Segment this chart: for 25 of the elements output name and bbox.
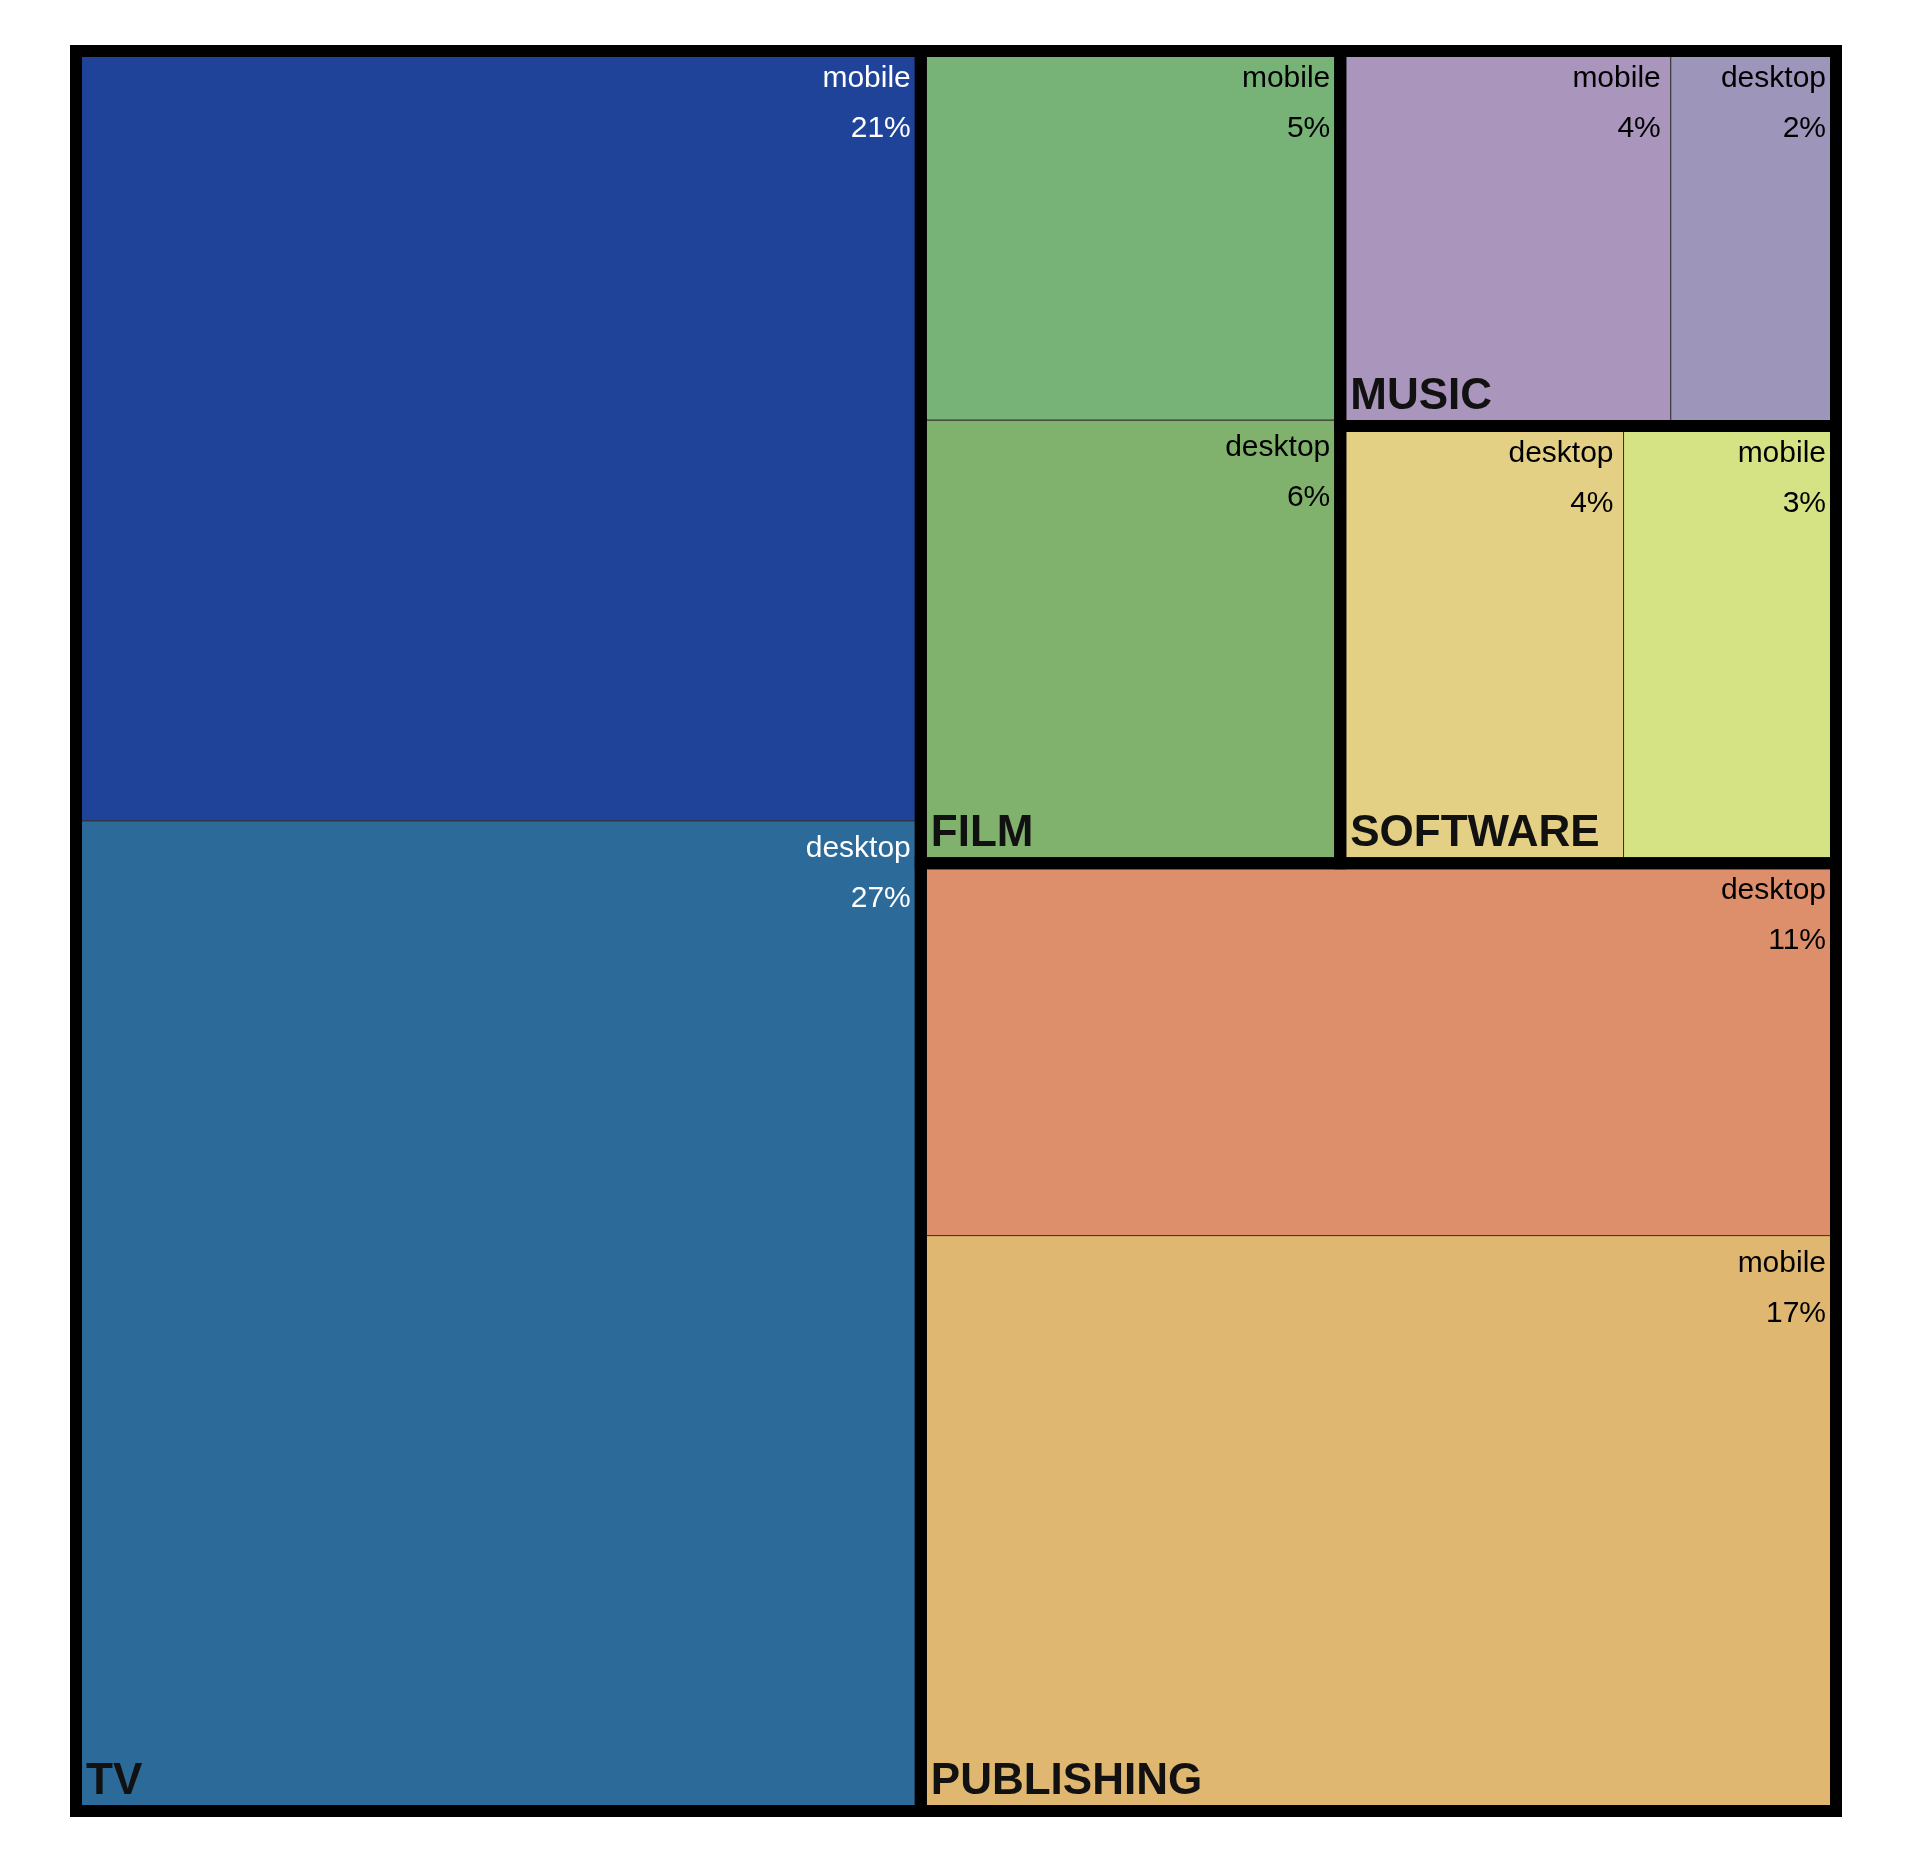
category-label: mobile — [1241, 60, 1331, 93]
category-label: desktop — [1720, 872, 1826, 906]
data-label: 5% — [1286, 110, 1331, 143]
series-label: PUBLISHING — [930, 1754, 1203, 1803]
data-label: 3% — [1782, 484, 1826, 518]
category-label: desktop — [1508, 434, 1614, 468]
series-label: MUSIC — [1350, 368, 1493, 418]
data-label: 11% — [1768, 922, 1826, 956]
category-label: mobile — [1572, 60, 1661, 93]
category-label: desktop — [805, 830, 911, 863]
data-label: 17% — [1765, 1294, 1826, 1328]
category-label: desktop — [1225, 429, 1331, 463]
series-label: TV — [86, 1754, 143, 1803]
data-label: 27% — [850, 880, 911, 913]
category-label: mobile — [1737, 434, 1826, 468]
data-label: 21% — [850, 110, 911, 143]
series-label: SOFTWARE — [1350, 806, 1600, 856]
data-label: 4% — [1617, 110, 1661, 143]
data-label: 2% — [1782, 110, 1826, 143]
data-label: 6% — [1286, 479, 1331, 513]
series-label: FILM — [930, 806, 1034, 856]
category-label: mobile — [822, 60, 911, 93]
category-label: mobile — [1737, 1244, 1826, 1278]
category-label: desktop — [1720, 60, 1826, 93]
data-label: 4% — [1570, 484, 1614, 518]
